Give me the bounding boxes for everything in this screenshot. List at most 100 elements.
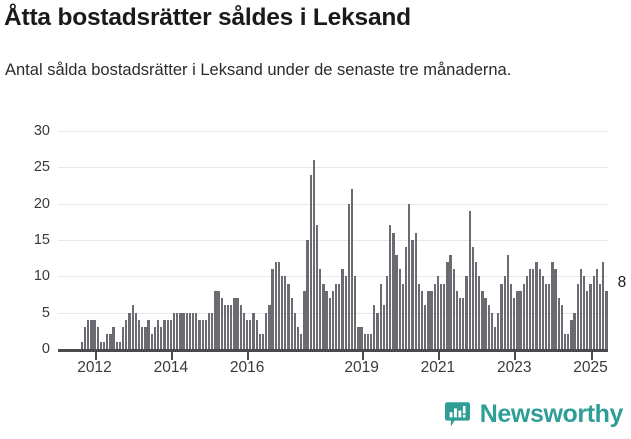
bar xyxy=(271,269,274,349)
bar xyxy=(586,290,589,349)
bar xyxy=(300,334,303,349)
bar xyxy=(233,298,236,349)
bar xyxy=(287,283,290,349)
bar xyxy=(344,276,347,349)
x-axis-tick xyxy=(247,352,250,360)
bar xyxy=(211,312,214,349)
gridline xyxy=(58,131,608,132)
bar xyxy=(548,283,551,349)
bar xyxy=(357,327,360,349)
bar xyxy=(385,276,389,349)
bar xyxy=(433,283,436,349)
x-axis-tick xyxy=(361,352,364,360)
bar xyxy=(446,261,449,349)
bar xyxy=(236,298,239,349)
bar xyxy=(363,334,366,349)
y-axis-tick-label: 25 xyxy=(33,159,50,176)
bar xyxy=(312,160,316,349)
bar xyxy=(191,312,195,349)
bar xyxy=(169,319,172,349)
bar xyxy=(258,334,261,349)
plot-area xyxy=(58,131,608,349)
bar xyxy=(185,312,188,349)
bar xyxy=(309,174,312,349)
bar xyxy=(153,327,157,349)
bar xyxy=(280,276,284,349)
x-axis-tick-label: 2019 xyxy=(344,359,379,376)
bar xyxy=(277,261,281,349)
bar xyxy=(455,290,459,349)
bar xyxy=(160,327,163,349)
bar xyxy=(525,276,529,349)
bar xyxy=(570,319,573,349)
bar xyxy=(80,341,83,349)
bar xyxy=(493,327,497,349)
bar xyxy=(519,290,522,349)
bar xyxy=(424,305,427,349)
bar xyxy=(249,319,252,349)
bar xyxy=(500,283,503,349)
x-axis-tick xyxy=(170,352,173,360)
bar xyxy=(195,312,198,349)
bar xyxy=(366,334,370,349)
bar xyxy=(106,334,109,349)
bar xyxy=(166,319,169,349)
x-axis-tick xyxy=(94,352,97,360)
bar xyxy=(134,312,138,349)
bar xyxy=(497,312,500,349)
bar xyxy=(274,261,277,349)
y-axis-tick-label: 10 xyxy=(33,268,50,285)
bar xyxy=(252,312,255,349)
y-axis-tick-label: 30 xyxy=(33,123,50,139)
bar xyxy=(207,312,211,349)
x-axis-tick xyxy=(590,352,593,360)
bar xyxy=(255,319,258,349)
bar xyxy=(541,276,544,349)
bar xyxy=(137,319,141,349)
bar xyxy=(322,283,325,349)
bar-chart: 0 5 10 15 20 25 30 2012 2014 2016 2019 2021 2023 202… xyxy=(0,124,631,391)
bar xyxy=(579,269,583,349)
bar xyxy=(401,283,405,349)
bar xyxy=(242,312,246,349)
bar xyxy=(347,203,351,349)
bar xyxy=(589,283,592,349)
bar xyxy=(176,312,179,349)
bar xyxy=(474,261,478,349)
bar xyxy=(261,334,265,349)
bar xyxy=(414,232,417,349)
x-axis-tick-label: 2014 xyxy=(153,359,189,376)
bar xyxy=(551,261,554,349)
bar xyxy=(478,276,481,349)
bar xyxy=(172,312,176,349)
bar xyxy=(214,290,217,349)
bar xyxy=(538,269,541,349)
bar xyxy=(535,261,538,349)
bar xyxy=(102,341,106,349)
bar xyxy=(452,269,455,349)
bar xyxy=(265,312,268,349)
bar xyxy=(576,283,579,349)
x-axis-tick-label: 2023 xyxy=(496,359,532,376)
y-axis-tick-label: 15 xyxy=(33,232,50,248)
bar xyxy=(319,269,322,349)
bar xyxy=(246,319,249,349)
x-axis-tick-label: 2012 xyxy=(77,359,112,376)
bar xyxy=(509,283,513,349)
bar xyxy=(128,312,131,349)
bar xyxy=(595,269,598,349)
bar xyxy=(99,341,103,349)
bar xyxy=(296,327,300,349)
bar xyxy=(306,240,309,349)
bar xyxy=(544,283,548,349)
bar xyxy=(420,290,424,349)
bar xyxy=(490,312,494,349)
bar xyxy=(427,290,430,349)
bar xyxy=(389,225,392,349)
y-axis-labels: 0 5 10 15 20 25 30 xyxy=(0,124,50,356)
bar xyxy=(179,312,182,349)
bar xyxy=(411,240,414,349)
bar xyxy=(354,276,357,349)
bar xyxy=(554,269,557,349)
page-subtitle: Antal sålda bostadsrätter i Leksand unde… xyxy=(5,61,512,79)
